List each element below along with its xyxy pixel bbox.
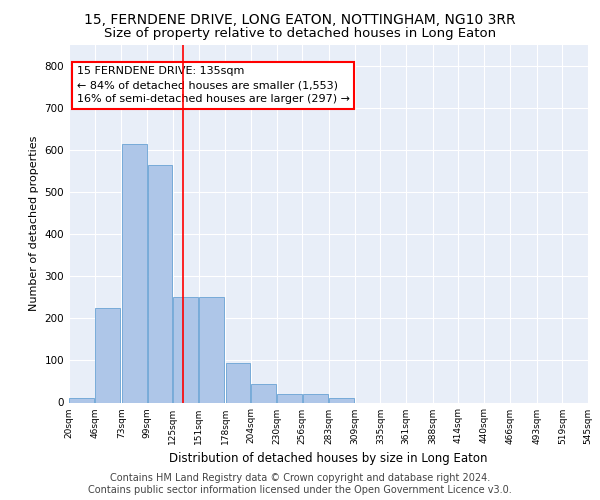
- Bar: [173, 298, 198, 403]
- Text: 15, FERNDENE DRIVE, LONG EATON, NOTTINGHAM, NG10 3RR: 15, FERNDENE DRIVE, LONG EATON, NOTTINGH…: [84, 12, 516, 26]
- Bar: [329, 398, 354, 402]
- Y-axis label: Number of detached properties: Number of detached properties: [29, 136, 39, 312]
- Text: Size of property relative to detached houses in Long Eaton: Size of property relative to detached ho…: [104, 28, 496, 40]
- Bar: [303, 394, 328, 402]
- Text: 15 FERNDENE DRIVE: 135sqm
← 84% of detached houses are smaller (1,553)
16% of se: 15 FERNDENE DRIVE: 135sqm ← 84% of detac…: [77, 66, 350, 104]
- Bar: [251, 384, 276, 402]
- Bar: [95, 308, 120, 402]
- Bar: [226, 362, 250, 403]
- Bar: [199, 298, 224, 403]
- Bar: [277, 394, 302, 402]
- Bar: [148, 165, 172, 402]
- Text: Contains HM Land Registry data © Crown copyright and database right 2024.
Contai: Contains HM Land Registry data © Crown c…: [88, 474, 512, 495]
- Bar: [70, 398, 94, 402]
- Bar: [122, 144, 146, 403]
- X-axis label: Distribution of detached houses by size in Long Eaton: Distribution of detached houses by size …: [169, 452, 488, 465]
